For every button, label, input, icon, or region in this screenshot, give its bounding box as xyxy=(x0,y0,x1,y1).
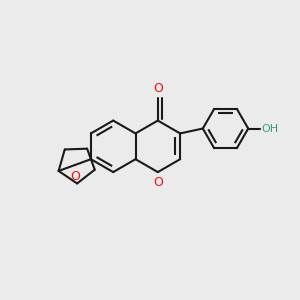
Text: O: O xyxy=(70,170,80,183)
Text: OH: OH xyxy=(261,124,278,134)
Text: O: O xyxy=(153,176,163,189)
Text: O: O xyxy=(153,82,163,95)
